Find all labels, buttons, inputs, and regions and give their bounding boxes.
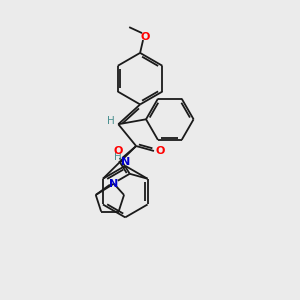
Text: N: N — [121, 157, 130, 167]
Text: O: O — [140, 32, 150, 42]
Text: N: N — [109, 179, 119, 189]
Text: O: O — [113, 146, 122, 156]
Text: H: H — [107, 116, 115, 126]
Text: H: H — [113, 152, 121, 162]
Text: O: O — [155, 146, 165, 156]
